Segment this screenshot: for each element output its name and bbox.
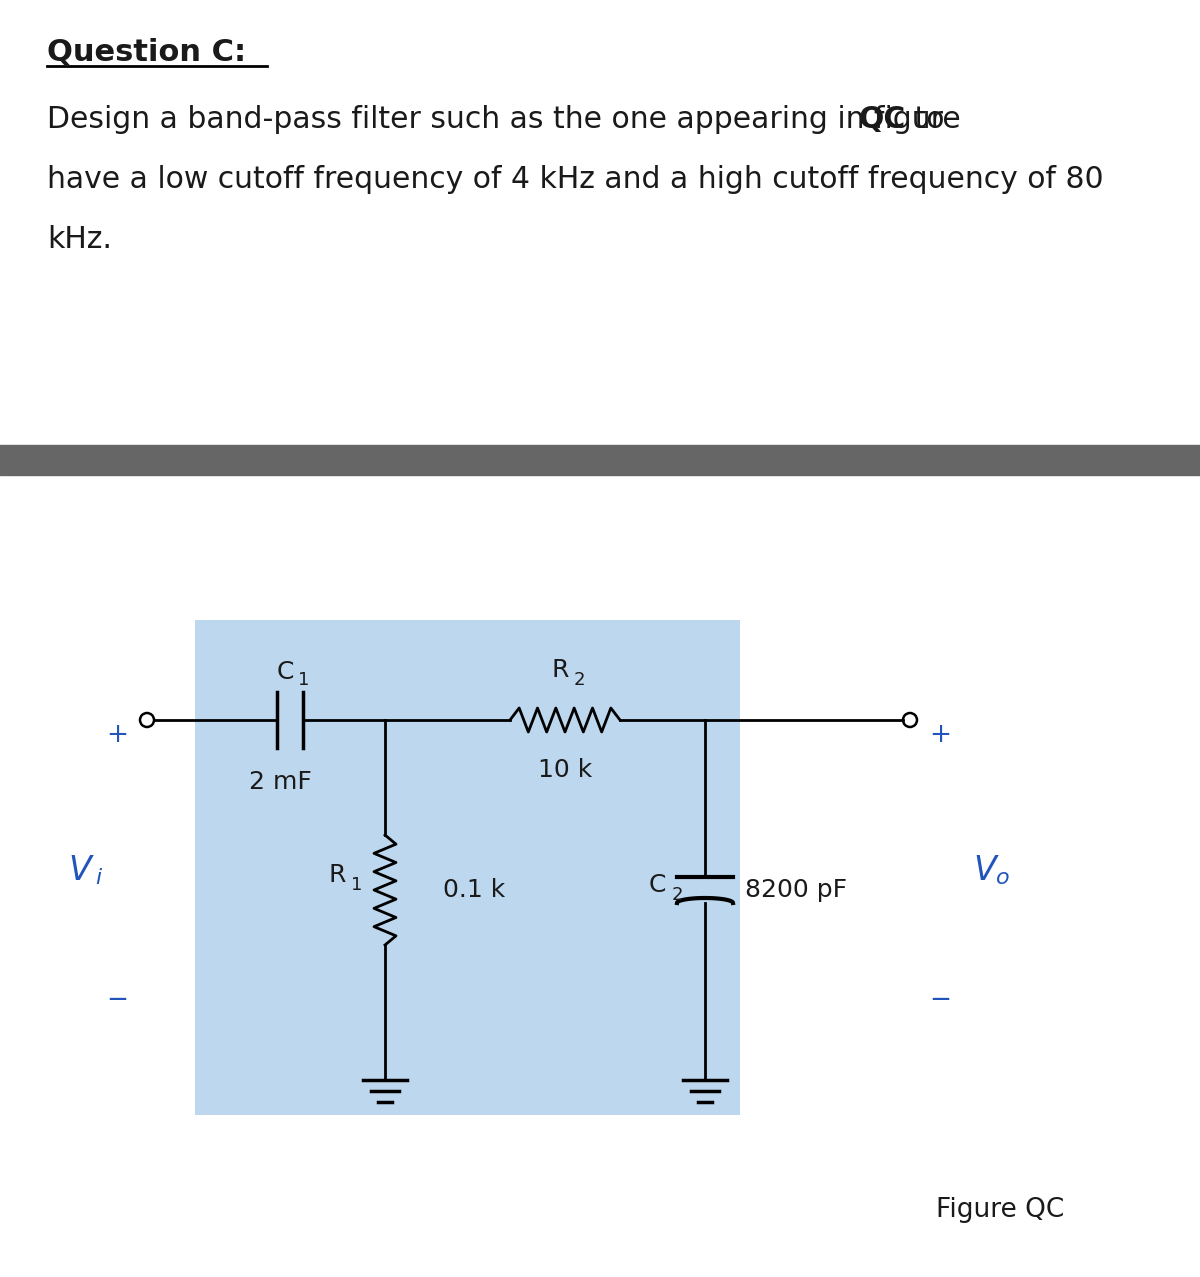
Text: have a low cutoff frequency of 4 kHz and a high cutoff frequency of 80: have a low cutoff frequency of 4 kHz and…: [47, 165, 1104, 194]
Text: i: i: [95, 868, 101, 888]
Text: +: +: [106, 722, 128, 748]
Text: o: o: [996, 868, 1010, 888]
Text: 1: 1: [299, 670, 310, 690]
Text: V: V: [68, 853, 91, 886]
Text: Figure QC: Figure QC: [936, 1197, 1064, 1223]
FancyBboxPatch shape: [194, 621, 740, 1115]
Text: kHz.: kHz.: [47, 225, 112, 254]
Text: 2 mF: 2 mF: [248, 770, 312, 794]
Text: 10 k: 10 k: [538, 759, 592, 782]
Text: R: R: [551, 658, 569, 682]
Text: Design a band-pass filter such as the one appearing in figure: Design a band-pass filter such as the on…: [47, 105, 971, 134]
Text: 2: 2: [671, 886, 683, 904]
Text: 1: 1: [352, 876, 362, 894]
Text: R: R: [329, 863, 346, 888]
Text: C: C: [276, 660, 294, 684]
Text: Question C:: Question C:: [47, 38, 246, 66]
Text: 0.1 k: 0.1 k: [443, 879, 505, 902]
Text: to: to: [905, 105, 944, 134]
Text: C: C: [648, 873, 666, 896]
Text: 2: 2: [574, 670, 584, 690]
Text: V: V: [973, 853, 996, 886]
Text: +: +: [929, 722, 952, 748]
Text: QC: QC: [859, 105, 906, 134]
Text: 8200 pF: 8200 pF: [745, 879, 847, 902]
Text: −: −: [106, 987, 128, 1013]
Text: −: −: [929, 987, 952, 1013]
